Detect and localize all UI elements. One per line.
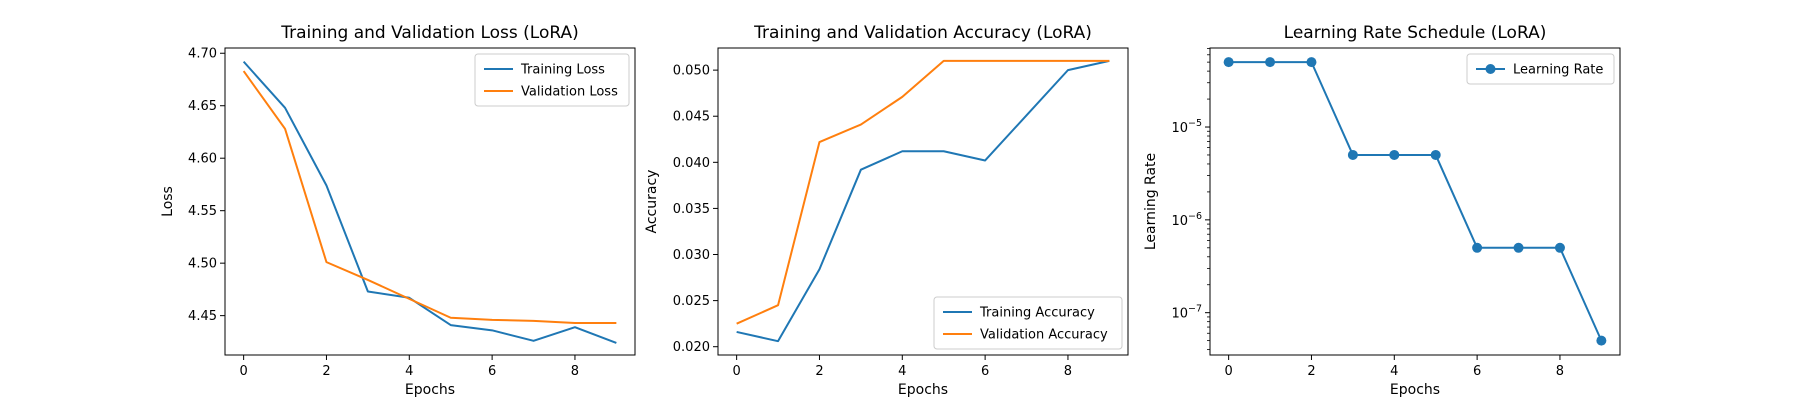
chart-3: Learning Rate Schedule (LoRA)0 2 4 6 810−710… bbox=[1143, 23, 1621, 398]
y-axis-label: Learning Rate bbox=[1143, 153, 1159, 250]
y-tick-label: 4.55 bbox=[188, 204, 217, 219]
legend-box bbox=[1466, 53, 1615, 85]
data-point bbox=[1306, 57, 1317, 68]
legend-box bbox=[474, 53, 630, 107]
x-tick-label: 6 bbox=[981, 364, 989, 379]
x-tick-label: 8 bbox=[1556, 364, 1564, 379]
y-tick-label: 0.020 bbox=[673, 340, 710, 355]
x-tick-label: 6 bbox=[488, 364, 496, 379]
axes-frame bbox=[1209, 47, 1621, 356]
legend-box bbox=[933, 296, 1123, 350]
y-axis-label: Loss bbox=[160, 186, 176, 217]
y-tick-base: 10 bbox=[1171, 307, 1188, 322]
data-point bbox=[1513, 242, 1524, 253]
y-tick-label: 0.040 bbox=[673, 156, 710, 171]
chart-2: Training and Validation Accuracy (LoRA) 0… bbox=[644, 23, 1129, 398]
y-tick-base: 10 bbox=[1171, 121, 1188, 136]
chart-title: Training and Validation Loss (LoRA) bbox=[280, 23, 579, 43]
legend: Training Accuracy Validation Accuracy bbox=[933, 296, 1123, 350]
legend: Training Loss Validation Loss bbox=[474, 53, 630, 107]
y-tick-exponent: −6 bbox=[1188, 211, 1202, 222]
data-point bbox=[1265, 57, 1276, 68]
y-tick-label: 4.45 bbox=[188, 309, 217, 324]
legend-label: Validation Accuracy bbox=[980, 328, 1108, 343]
legend: Learning Rate bbox=[1466, 53, 1615, 85]
y-tick-exponent: −5 bbox=[1188, 118, 1202, 129]
legend-marker bbox=[1485, 64, 1496, 74]
y-tick-label: 10−5 bbox=[1171, 118, 1202, 136]
chart-title: Training and Validation Accuracy (LoRA) bbox=[753, 23, 1092, 43]
x-tick-label: 4 bbox=[1390, 364, 1398, 379]
y-tick-label: 10−6 bbox=[1171, 211, 1202, 229]
y-tick-label: 4.65 bbox=[188, 99, 217, 114]
x-tick-label: 4 bbox=[405, 364, 413, 379]
x-axis-label: Epochs bbox=[1390, 382, 1440, 398]
legend-label: Learning Rate bbox=[1513, 63, 1603, 78]
series-line-2 bbox=[736, 59, 1110, 325]
y-tick-label: 4.50 bbox=[188, 257, 217, 272]
x-tick-label: 8 bbox=[1064, 364, 1072, 379]
axes-frame bbox=[224, 47, 636, 356]
x-tick-label: 6 bbox=[1473, 364, 1481, 379]
data-point bbox=[1554, 242, 1565, 253]
y-tick-label: 0.045 bbox=[673, 110, 710, 125]
legend-label: Validation Loss bbox=[521, 85, 618, 100]
data-point bbox=[1347, 149, 1358, 160]
data-point bbox=[1389, 149, 1400, 160]
chart-title: Learning Rate Schedule (LoRA) bbox=[1284, 23, 1547, 43]
x-axis-label: Epochs bbox=[898, 382, 948, 398]
x-tick-label: 8 bbox=[571, 364, 579, 379]
y-tick-label: 4.60 bbox=[188, 152, 217, 167]
x-tick-label: 0 bbox=[732, 364, 740, 379]
y-axis-label: Accuracy bbox=[644, 170, 660, 234]
series-line-1 bbox=[1228, 61, 1603, 342]
x-tick-label: 4 bbox=[898, 364, 906, 379]
data-point bbox=[1430, 149, 1441, 160]
x-axis-label: Epochs bbox=[405, 382, 455, 398]
chart-1: Training and Validation Loss (LoRA) 0 2 4 6 8… bbox=[160, 23, 636, 398]
y-tick-label: 4.70 bbox=[188, 47, 217, 62]
legend-label: Training Loss bbox=[520, 63, 605, 78]
x-tick-label: 0 bbox=[1224, 364, 1232, 379]
y-tick-base: 10 bbox=[1171, 214, 1188, 229]
series-line-1 bbox=[242, 60, 617, 344]
series-line-2 bbox=[242, 70, 617, 324]
x-tick-label: 2 bbox=[1307, 364, 1315, 379]
data-point bbox=[1472, 242, 1483, 253]
series-line-1 bbox=[736, 59, 1110, 343]
x-tick-label: 2 bbox=[322, 364, 330, 379]
y-tick-label: 0.030 bbox=[673, 248, 710, 263]
y-tick-label: 0.025 bbox=[673, 294, 710, 309]
y-tick-exponent: −7 bbox=[1188, 304, 1202, 315]
data-point bbox=[1223, 57, 1234, 68]
legend-label: Training Accuracy bbox=[979, 306, 1095, 321]
x-tick-label: 2 bbox=[815, 364, 823, 379]
y-tick-label: 0.035 bbox=[673, 202, 710, 217]
x-tick-label: 0 bbox=[239, 364, 247, 379]
y-tick-label: 10−7 bbox=[1171, 304, 1202, 322]
y-tick-label: 0.050 bbox=[673, 64, 710, 79]
data-point bbox=[1596, 335, 1607, 346]
axes-frame bbox=[717, 47, 1129, 356]
